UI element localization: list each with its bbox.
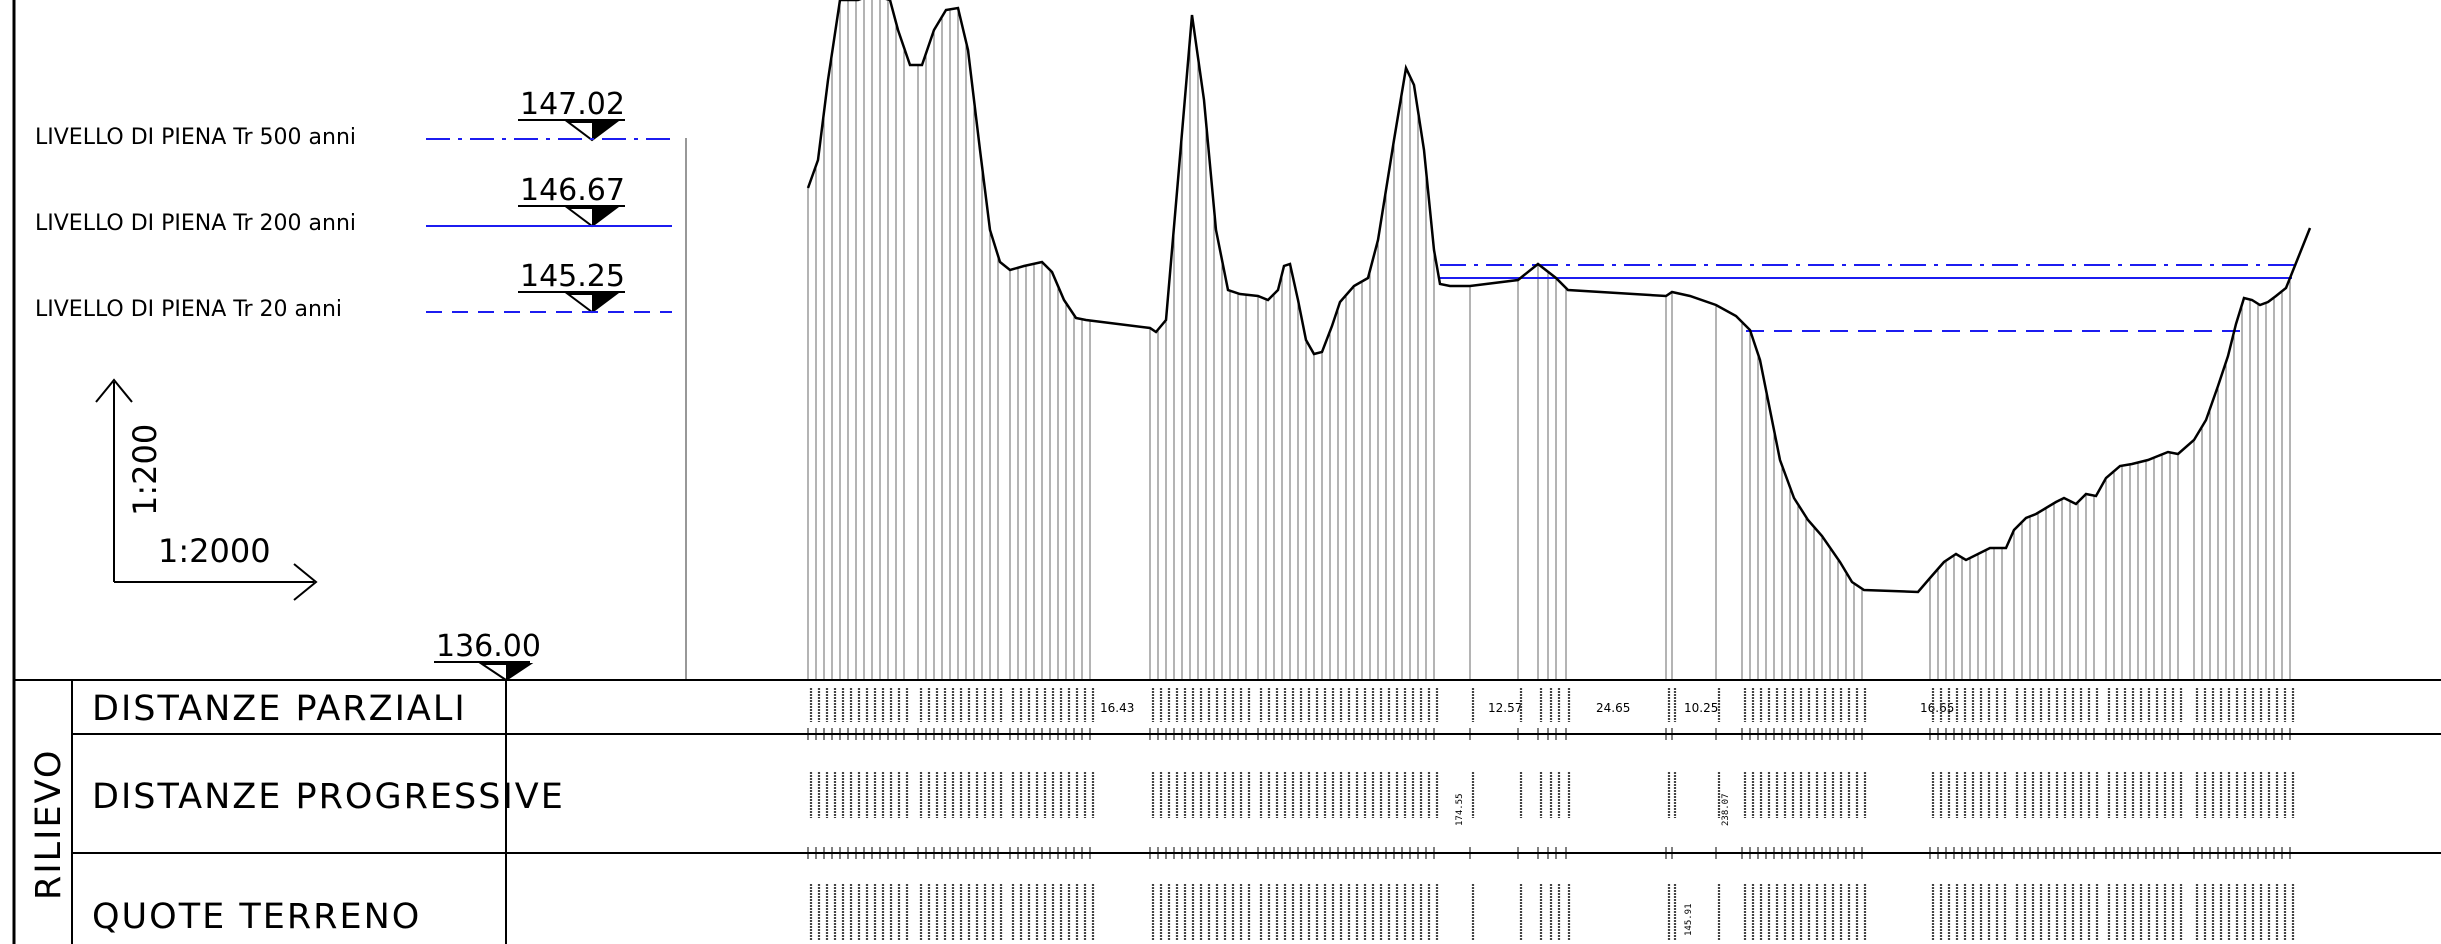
scale-indicator: 1:200 1:2000	[95, 378, 318, 601]
arrow-up-icon	[95, 378, 133, 403]
table-tick-marks	[807, 728, 2291, 859]
table-values: 16.43 12.57 24.65 10.25 16.65 174.55 238…	[1100, 701, 1954, 936]
partial-gap-3: 24.65	[1596, 701, 1630, 715]
flood-label-tr200: LIVELLO DI PIENA Tr 200 anni	[35, 211, 356, 236]
partial-gap-5: 16.65	[1920, 701, 1954, 715]
datum-elevation: 136.00	[436, 629, 541, 664]
flood-level-legend: LIVELLO DI PIENA Tr 500 anni LIVELLO DI …	[35, 87, 672, 322]
flood-elev-tr500: 147.02	[520, 87, 625, 122]
datum-marker-icon	[478, 663, 534, 682]
table-group-label: RILIEVO	[29, 749, 69, 900]
flood-label-tr500: LIVELLO DI PIENA Tr 500 anni	[35, 125, 356, 150]
terrain-profile-line	[806, 0, 2312, 594]
partial-gap-1: 16.43	[1100, 701, 1134, 715]
elevation-value-a: 145.91	[1684, 903, 1694, 936]
arrow-right-icon	[293, 563, 318, 601]
station-vertical-lines	[807, 0, 2291, 680]
datum-reference: 136.00	[434, 629, 541, 682]
elev-marker-tr500-icon	[565, 121, 619, 142]
row-label-progressive-distances: DISTANZE PROGRESSIVE	[92, 777, 565, 817]
flood-elev-tr20: 145.25	[520, 259, 625, 294]
row-label-ground-elevations: QUOTE TERRENO	[92, 897, 421, 937]
flood-label-tr20: LIVELLO DI PIENA Tr 20 anni	[35, 297, 342, 322]
elev-marker-tr200-icon	[565, 207, 619, 228]
partial-gap-2: 12.57	[1488, 701, 1522, 715]
data-table: RILIEVO DISTANZE PARZIALI DISTANZE PROGR…	[14, 679, 2441, 944]
flood-elev-tr200: 146.67	[520, 173, 625, 208]
elev-marker-tr20-icon	[565, 293, 619, 314]
partial-gap-4: 10.25	[1684, 701, 1718, 715]
row-label-partial-distances: DISTANZE PARZIALI	[92, 689, 467, 729]
progressive-value-a: 174.55	[1455, 793, 1465, 826]
table-dense-values	[809, 688, 2295, 940]
vertical-scale-label: 1:200	[126, 424, 164, 516]
progressive-value-b: 238.07	[1721, 793, 1731, 826]
horizontal-scale-label: 1:2000	[158, 532, 271, 570]
flood-lines-on-profile	[1440, 264, 2298, 332]
